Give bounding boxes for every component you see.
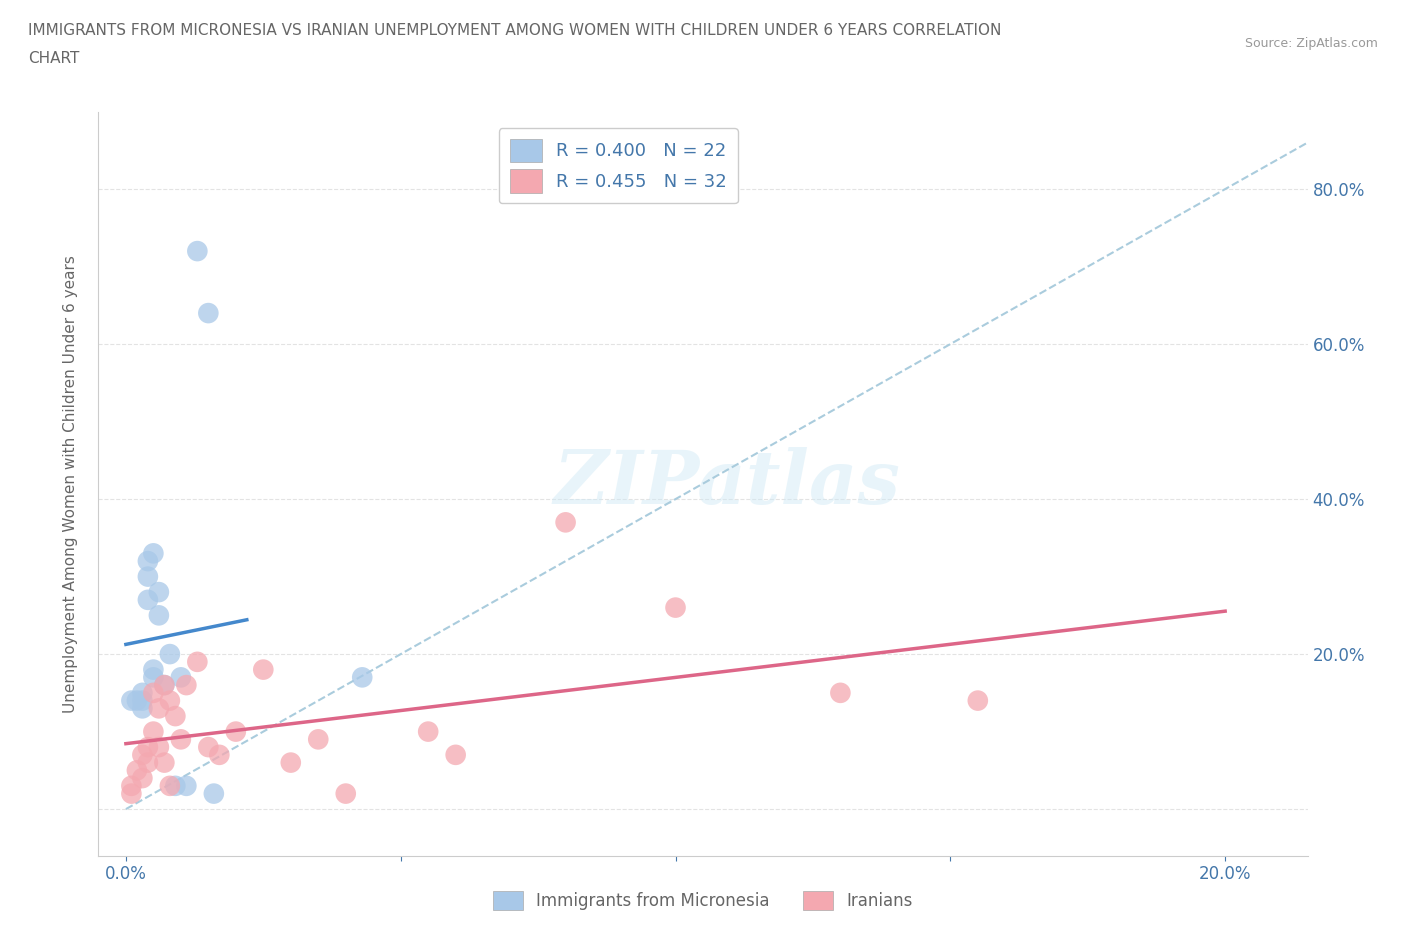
Point	[153, 755, 176, 770]
Text: IMMIGRANTS FROM MICRONESIA VS IRANIAN UNEMPLOYMENT AMONG WOMEN WITH CHILDREN UND: IMMIGRANTS FROM MICRONESIA VS IRANIAN UN…	[28, 23, 1001, 38]
Point	[176, 778, 198, 793]
Point	[444, 748, 467, 763]
Point	[165, 778, 187, 793]
Point	[202, 786, 225, 801]
Point	[136, 592, 159, 607]
Point	[252, 662, 274, 677]
Legend: Immigrants from Micronesia, Iranians: Immigrants from Micronesia, Iranians	[486, 884, 920, 917]
Point	[159, 693, 181, 708]
Point	[830, 685, 852, 700]
Point	[159, 778, 181, 793]
Point	[352, 670, 374, 684]
Text: CHART: CHART	[28, 51, 80, 66]
Point	[197, 739, 219, 754]
Point	[664, 600, 686, 615]
Point	[142, 724, 165, 739]
Point	[120, 778, 142, 793]
Point	[148, 585, 170, 600]
Point	[170, 732, 193, 747]
Point	[280, 755, 302, 770]
Point	[418, 724, 440, 739]
Point	[148, 608, 170, 623]
Point	[176, 678, 198, 693]
Point	[142, 662, 165, 677]
Point	[120, 786, 142, 801]
Legend: R = 0.400   N = 22, R = 0.455   N = 32: R = 0.400 N = 22, R = 0.455 N = 32	[499, 128, 738, 204]
Point	[186, 244, 208, 259]
Point	[136, 569, 159, 584]
Point	[153, 678, 176, 693]
Point	[170, 670, 193, 684]
Point	[131, 701, 153, 716]
Point	[142, 546, 165, 561]
Point	[120, 693, 142, 708]
Point	[335, 786, 357, 801]
Point	[153, 678, 176, 693]
Point	[165, 709, 187, 724]
Point	[131, 748, 153, 763]
Point	[131, 693, 153, 708]
Point	[148, 739, 170, 754]
Point	[307, 732, 329, 747]
Text: ZIPatlas: ZIPatlas	[554, 447, 901, 520]
Point	[142, 685, 165, 700]
Point	[125, 693, 148, 708]
Point	[208, 748, 231, 763]
Y-axis label: Unemployment Among Women with Children Under 6 years: Unemployment Among Women with Children U…	[63, 255, 77, 712]
Point	[136, 739, 159, 754]
Point	[148, 701, 170, 716]
Point	[554, 515, 576, 530]
Point	[142, 670, 165, 684]
Point	[186, 655, 208, 670]
Point	[197, 306, 219, 321]
Point	[966, 693, 988, 708]
Point	[136, 755, 159, 770]
Point	[225, 724, 247, 739]
Point	[159, 646, 181, 661]
Point	[136, 553, 159, 568]
Point	[131, 771, 153, 786]
Text: Source: ZipAtlas.com: Source: ZipAtlas.com	[1244, 37, 1378, 50]
Point	[125, 763, 148, 777]
Point	[131, 685, 153, 700]
